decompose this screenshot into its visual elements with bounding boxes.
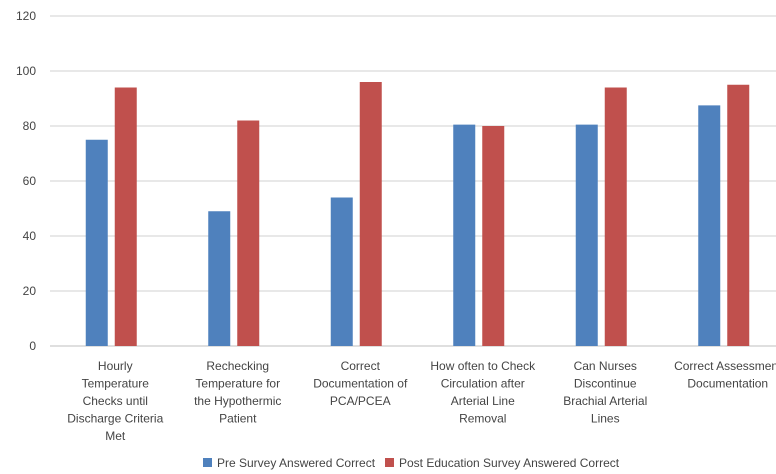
- category-label-line: Documentation: [687, 377, 768, 391]
- bar-pre-survey-0: [85, 139, 108, 346]
- bar-pre-survey-3: [453, 124, 476, 346]
- category-label: Correct Assessment Documentation: [674, 359, 776, 391]
- y-tick-label: 100: [16, 64, 36, 78]
- category-label: Rechecking Temperature for the Hypothermic…: [194, 359, 281, 426]
- bar-post-survey-3: [482, 126, 505, 346]
- legend-label-post: Post Education Survey Answered Correct: [399, 456, 620, 470]
- category-label: Correct Documentation of PCA/PCEA: [313, 359, 408, 408]
- bar-post-survey-1: [237, 120, 260, 346]
- category-label-line: Discharge Criteria: [67, 412, 163, 426]
- category-label-line: Hourly: [98, 359, 133, 373]
- legend-swatch-post: [385, 458, 394, 467]
- bar-pre-survey-1: [208, 211, 231, 346]
- category-label-line: Temperature: [82, 377, 150, 391]
- y-axis-tick-labels: 0 20 40 60 80 100 120: [16, 9, 36, 353]
- bar-post-survey-5: [727, 84, 750, 346]
- category-label-line: the Hypothermic: [194, 394, 281, 408]
- category-label-line: Brachial Arterial: [563, 394, 647, 408]
- y-tick-label: 80: [23, 119, 37, 133]
- category-label-line: PCA/PCEA: [330, 394, 391, 408]
- category-labels: Hourly Temperature Checks until Discharge C…: [67, 359, 776, 443]
- category-label-line: Correct Assessment: [674, 359, 776, 373]
- category-label: Hourly Temperature Checks until Discharge C…: [67, 359, 163, 443]
- legend: Pre Survey Answered Correct Post Educati…: [203, 456, 620, 470]
- category-label-line: Met: [105, 429, 126, 443]
- category-label: How often to Check Circulation after Arter…: [430, 359, 536, 426]
- category-label-line: How often to Check: [430, 359, 536, 373]
- gridlines: [50, 15, 776, 347]
- category-label-line: Correct: [341, 359, 381, 373]
- bar-post-survey-2: [359, 82, 382, 346]
- y-tick-label: 60: [23, 174, 37, 188]
- category-label-line: Patient: [219, 412, 257, 426]
- bars: [85, 82, 750, 346]
- category-label-line: Rechecking: [206, 359, 269, 373]
- legend-label-pre: Pre Survey Answered Correct: [217, 456, 376, 470]
- category-label-line: Documentation of: [313, 377, 408, 391]
- y-tick-label: 120: [16, 9, 36, 23]
- category-label-line: Temperature for: [195, 377, 280, 391]
- bar-pre-survey-4: [575, 124, 598, 346]
- category-label-line: Checks until: [83, 394, 148, 408]
- y-tick-label: 20: [23, 284, 37, 298]
- y-tick-label: 0: [29, 339, 36, 353]
- bar-pre-survey-2: [330, 197, 353, 346]
- y-tick-label: 40: [23, 229, 37, 243]
- category-label-line: Lines: [591, 412, 620, 426]
- bar-post-survey-0: [114, 87, 137, 346]
- bar-pre-survey-5: [698, 105, 721, 346]
- category-label-line: Removal: [459, 412, 506, 426]
- legend-swatch-pre: [203, 458, 212, 467]
- category-label-line: Discontinue: [574, 377, 637, 391]
- category-label-line: Circulation after: [441, 377, 525, 391]
- bar-post-survey-4: [604, 87, 627, 346]
- category-label-line: Can Nurses: [574, 359, 637, 373]
- category-label-line: Arterial Line: [451, 394, 515, 408]
- category-label: Can Nurses Discontinue Brachial Arterial Li…: [563, 359, 647, 426]
